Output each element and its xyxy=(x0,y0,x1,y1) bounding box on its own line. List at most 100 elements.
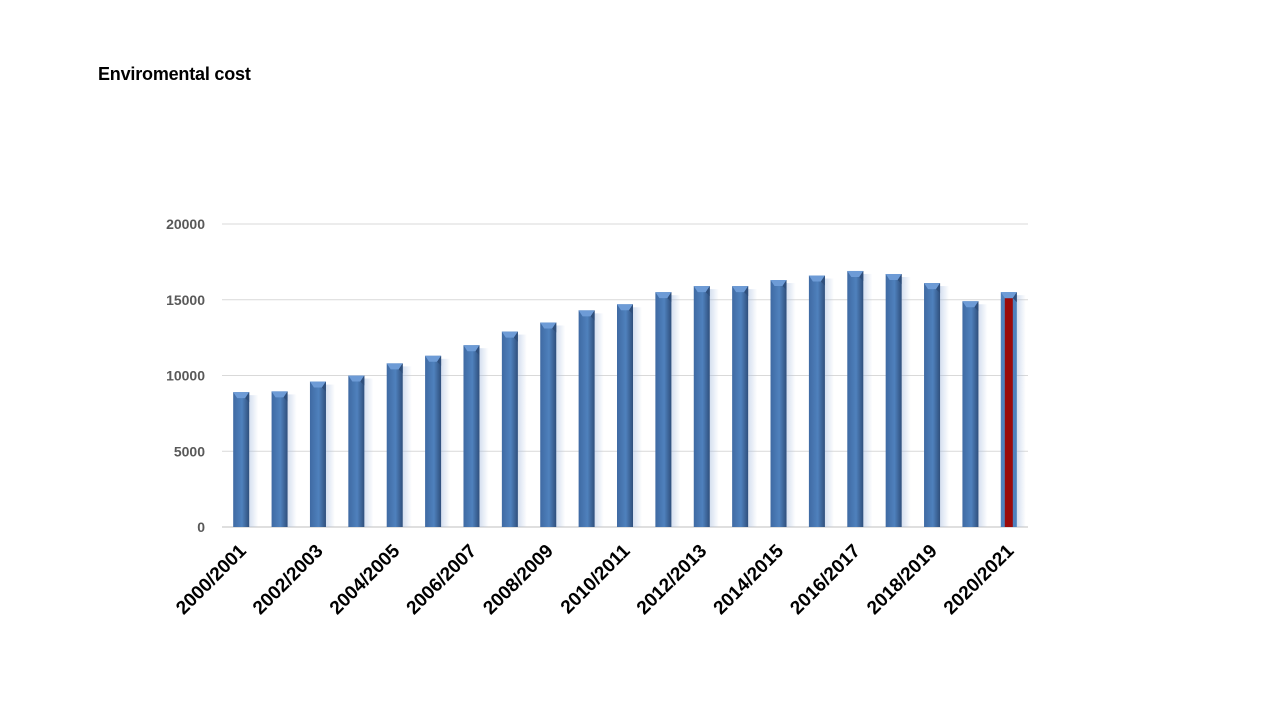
bar-body xyxy=(655,292,672,527)
bar-cap-side xyxy=(437,355,442,366)
bar xyxy=(924,283,950,527)
x-tick-label: 2010/2011 xyxy=(557,540,635,618)
bar xyxy=(847,270,873,527)
bar-body xyxy=(924,283,941,527)
bar-cap xyxy=(770,280,787,287)
bar-body xyxy=(233,392,250,527)
bar-cap xyxy=(271,391,288,398)
x-tick-label: 2004/2005 xyxy=(326,540,405,619)
x-tick-label: 2012/2013 xyxy=(633,541,711,619)
bar-shadow xyxy=(977,304,988,527)
bar-cap xyxy=(463,345,480,352)
x-tick-label: 2002/2003 xyxy=(249,541,327,619)
bar-shadow xyxy=(248,395,259,527)
bar-body xyxy=(847,270,864,527)
bar-cap xyxy=(309,381,326,388)
bar-body xyxy=(501,331,518,527)
bar xyxy=(1000,292,1026,527)
bar-cap-side xyxy=(590,310,595,321)
bar-body xyxy=(770,280,787,527)
bar-cap xyxy=(655,292,672,299)
y-tick-label: 0 xyxy=(197,519,205,535)
bar-shadow xyxy=(440,358,451,527)
bar xyxy=(732,286,758,527)
bar-cap-side xyxy=(936,283,941,294)
bar-cap xyxy=(540,322,557,329)
bar xyxy=(693,286,719,527)
bar-body xyxy=(271,391,288,527)
bar-cap xyxy=(348,375,365,382)
bar-cap-side xyxy=(897,273,902,284)
bar-cap-side xyxy=(245,392,250,403)
bar xyxy=(463,345,489,527)
bar-body xyxy=(808,275,825,527)
bar-cap xyxy=(233,392,250,399)
bar-cap-side xyxy=(1012,292,1017,303)
bar-cap-side xyxy=(859,270,864,281)
bar-cap xyxy=(1000,292,1017,299)
y-tick-label: 20000 xyxy=(166,216,205,232)
bar-shadow xyxy=(708,289,719,527)
bar-cap xyxy=(808,275,825,282)
y-tick-label: 15000 xyxy=(166,292,205,308)
bar-cap xyxy=(693,286,710,293)
y-tick-label: 10000 xyxy=(166,368,205,384)
bar-shadow xyxy=(478,348,489,527)
bar-cap-side xyxy=(629,304,633,315)
y-tick-label: 5000 xyxy=(174,443,205,459)
bar-cap xyxy=(847,270,864,277)
bar-cap-side xyxy=(667,292,672,303)
bar-cap xyxy=(501,331,518,338)
bar-body xyxy=(309,381,326,527)
bar xyxy=(808,275,834,527)
bar xyxy=(348,375,374,527)
bar-cap-side xyxy=(744,286,749,297)
bars xyxy=(233,270,1026,527)
bar xyxy=(655,292,681,527)
bar-cap xyxy=(732,286,749,293)
bar-cap xyxy=(386,363,403,370)
bar-cap-side xyxy=(321,381,326,392)
bar-shadow xyxy=(900,276,911,527)
bar-shadow xyxy=(363,378,374,527)
bar-shadow xyxy=(516,334,527,527)
bar-cap-side xyxy=(782,280,787,291)
bar-cap-side xyxy=(974,301,979,312)
bar-cap xyxy=(924,283,941,290)
bar xyxy=(425,355,451,527)
bar xyxy=(501,331,527,527)
bar-shadow xyxy=(862,273,873,527)
x-tick-label: 2016/2017 xyxy=(786,541,864,619)
bar-cap-side xyxy=(820,275,825,286)
x-axis-ticks: 2000/20012002/20032004/20052006/20072008… xyxy=(172,540,1018,619)
bar xyxy=(770,280,796,527)
x-tick-label: 2000/2001 xyxy=(172,540,251,619)
x-tick-label: 2020/2021 xyxy=(940,540,1019,619)
bar-cap-side xyxy=(552,322,557,333)
bar-shadow xyxy=(324,384,335,527)
bar-body xyxy=(962,301,979,527)
x-tick-label: 2018/2019 xyxy=(863,541,941,619)
bar-body xyxy=(386,363,403,527)
bar-shadow xyxy=(401,366,412,527)
bar-shadow xyxy=(286,394,297,527)
bar-cap-side xyxy=(360,375,365,386)
x-tick-label: 2014/2015 xyxy=(710,540,789,619)
bar-shadow xyxy=(593,313,604,527)
bar-shadow xyxy=(1015,295,1026,527)
bar-body xyxy=(732,286,749,527)
bar xyxy=(233,392,259,527)
page-title: Enviromental cost xyxy=(98,64,251,84)
bar xyxy=(578,310,604,527)
bar-body xyxy=(578,310,595,527)
bar-shadow xyxy=(939,286,950,527)
bar-body xyxy=(617,304,633,527)
bar-cap xyxy=(425,355,442,362)
bar-body xyxy=(693,286,710,527)
y-axis-ticks: 0 5000 10000 15000 20000 xyxy=(166,216,205,535)
bar-body xyxy=(348,375,365,527)
bar-cap-side xyxy=(705,286,710,297)
bar-cap-side xyxy=(398,363,403,374)
bar-shadow xyxy=(785,283,796,527)
